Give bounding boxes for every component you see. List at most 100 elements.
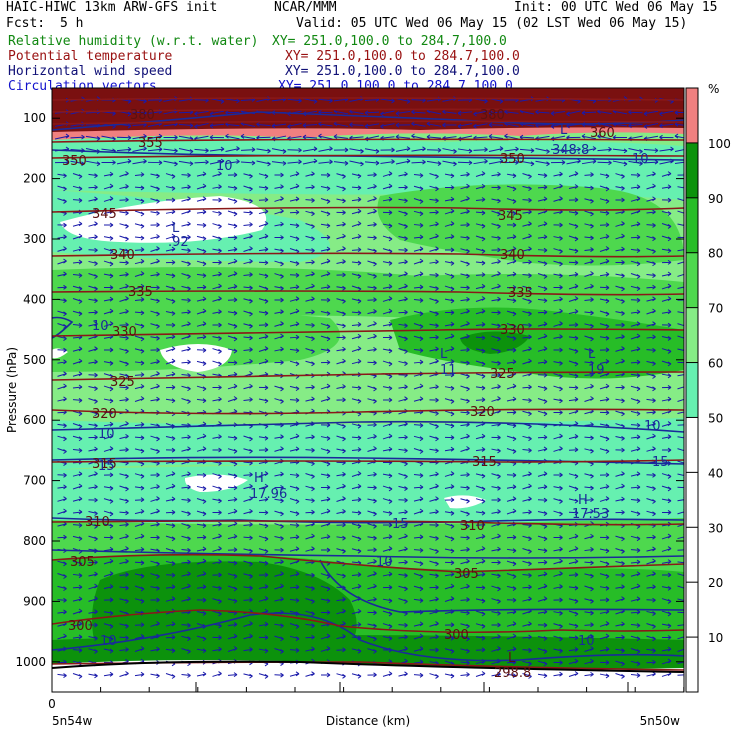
- circulation-vector-head: [357, 572, 362, 577]
- circulation-vector-head: [218, 260, 222, 265]
- circulation-vector-head: [251, 147, 256, 153]
- circulation-vector-head: [636, 471, 641, 477]
- circulation-vector: [57, 236, 67, 239]
- circulation-vector: [196, 610, 207, 615]
- circulation-vector-head: [574, 184, 579, 189]
- colorbar-segment: [686, 582, 698, 638]
- circulation-vector: [491, 198, 501, 202]
- circulation-vector-head: [512, 496, 517, 502]
- circulation-vector-head: [605, 323, 610, 329]
- circulation-vector-head: [109, 671, 114, 677]
- circulation-vector: [413, 236, 424, 239]
- circulation-vector: [429, 386, 439, 389]
- circulation-vector-head: [326, 633, 331, 639]
- circulation-vector-head: [63, 436, 67, 442]
- circulation-vector-head: [280, 446, 284, 452]
- circulation-vector-head: [636, 184, 641, 190]
- circulation-vector: [305, 648, 315, 652]
- circulation-vector: [630, 674, 641, 676]
- circulation-vector: [258, 199, 269, 201]
- circulation-vector-head: [466, 235, 470, 241]
- circulation-vector-head: [218, 434, 222, 440]
- circulation-vector: [70, 148, 85, 152]
- circulation-vector-head: [497, 497, 501, 503]
- circulation-vector-head: [342, 448, 346, 454]
- circulation-vector: [165, 373, 176, 377]
- circulation-vector-head: [667, 396, 672, 402]
- circulation-vector-head: [280, 196, 284, 201]
- circulation-vector-head: [605, 548, 610, 554]
- circulation-vector-head: [590, 547, 594, 552]
- circulation-vector-head: [140, 435, 145, 441]
- circulation-vector-head: [528, 573, 532, 578]
- circulation-vector-head: [543, 386, 548, 391]
- circulation-vector-head: [171, 398, 176, 404]
- circulation-vector: [70, 136, 85, 139]
- circulation-vector-head: [373, 386, 377, 392]
- circulation-vector-head: [497, 533, 501, 539]
- circulation-vector-head: [109, 610, 114, 616]
- circulation-vector-head: [528, 561, 532, 567]
- circulation-vector-head: [419, 436, 424, 442]
- circulation-vector-head: [249, 573, 253, 579]
- circulation-vector-head: [220, 99, 225, 104]
- circulation-vector-head: [404, 671, 408, 677]
- circulation-vector: [599, 298, 610, 302]
- circulation-vector: [72, 473, 83, 477]
- circulation-vector: [646, 398, 656, 402]
- circulation-vector-head: [94, 511, 98, 516]
- circulation-vector-head: [528, 436, 532, 442]
- circulation-vector: [491, 386, 501, 389]
- circulation-vector-head: [171, 334, 176, 340]
- circulation-vector-head: [574, 335, 579, 341]
- circulation-vector-head: [326, 449, 331, 454]
- circulation-vector-head: [512, 246, 517, 252]
- circulation-vector-head: [559, 410, 563, 415]
- circulation-vector-head: [311, 283, 315, 289]
- circulation-vector-head: [435, 286, 439, 291]
- circulation-vector-head: [140, 396, 145, 401]
- circulation-vector-head: [357, 346, 362, 351]
- circulation-vector-head: [652, 171, 656, 177]
- circulation-vector: [553, 398, 563, 402]
- circulation-vector-head: [187, 511, 191, 517]
- circulation-vector-head: [94, 286, 98, 292]
- circulation-vector: [444, 386, 455, 389]
- circulation-vector-head: [78, 634, 83, 640]
- circulation-vector-head: [295, 183, 300, 189]
- circulation-vector: [398, 360, 408, 365]
- circulation-vector: [491, 261, 501, 264]
- colorbar-segment: [686, 637, 698, 692]
- circulation-vector-head: [652, 611, 656, 616]
- circulation-vector-head: [311, 434, 315, 440]
- circulation-vector-head: [295, 334, 300, 340]
- circulation-vector-head: [202, 321, 207, 327]
- circulation-vector-head: [559, 398, 563, 404]
- circulation-vector: [506, 661, 517, 664]
- circulation-vector-head: [326, 534, 331, 540]
- colorbar-segment: [686, 252, 698, 308]
- circulation-vector-head: [450, 622, 455, 628]
- circulation-vector-head: [621, 197, 625, 203]
- circulation-vector-head: [78, 608, 83, 614]
- circulation-vector: [256, 123, 271, 127]
- circulation-vector-head: [528, 221, 532, 227]
- circulation-vector: [599, 548, 610, 552]
- circulation-vector-head: [590, 671, 594, 677]
- circulation-vector-head: [667, 236, 672, 242]
- circulation-vector: [150, 236, 160, 239]
- circulation-vector-head: [302, 123, 307, 128]
- circulation-vector: [119, 560, 129, 565]
- circulation-vector: [677, 585, 684, 589]
- circulation-vector-head: [81, 134, 85, 140]
- circulation-vector: [367, 310, 377, 315]
- circulation-vector-head: [559, 261, 563, 267]
- circulation-vector-head: [543, 399, 548, 404]
- circulation-vector: [134, 573, 145, 577]
- circulation-vector-head: [497, 448, 501, 454]
- circulation-vector-head: [388, 335, 393, 340]
- circulation-vector-head: [450, 398, 455, 404]
- circulation-vector-head: [156, 311, 160, 317]
- circulation-vector-head: [419, 359, 424, 365]
- circulation-vector: [491, 298, 501, 302]
